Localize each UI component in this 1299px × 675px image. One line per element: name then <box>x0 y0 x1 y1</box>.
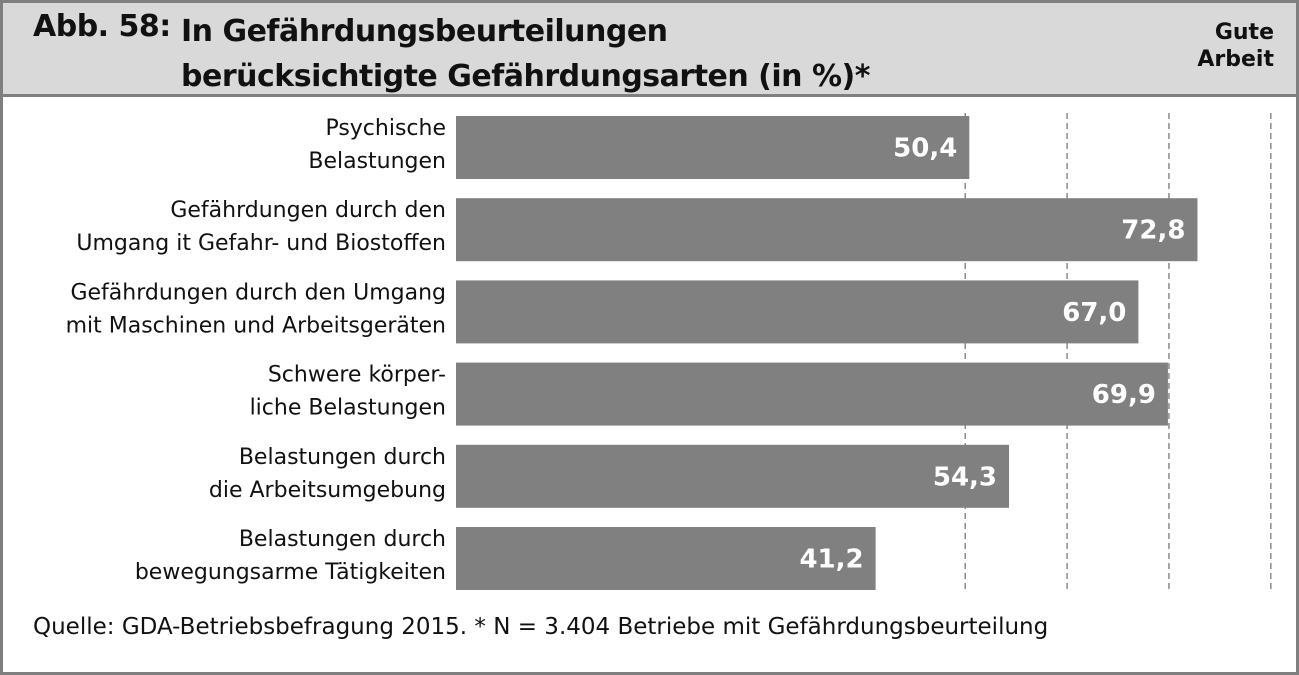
category-label-3-0: Schwere körper- <box>268 363 446 388</box>
bar-2 <box>456 280 1139 344</box>
value-label-3: 69,9 <box>1092 380 1156 410</box>
figure-header: Abb. 58: In Gefährdungsbeurteilungen ber… <box>3 3 1296 97</box>
category-label-4-1: die Arbeitsumgebung <box>209 478 446 503</box>
category-label-3-1: liche Belastungen <box>250 396 446 421</box>
category-label-1-1: Umgang it Gefahr- und Biostoffen <box>76 231 446 256</box>
brand-label: Gute Arbeit <box>1197 19 1274 73</box>
value-label-1: 72,8 <box>1121 216 1185 246</box>
bar-3 <box>456 362 1168 426</box>
category-label-0-0: Psychische <box>325 116 446 141</box>
bar-1 <box>456 198 1198 262</box>
bar-5 <box>456 527 876 590</box>
category-label-2-0: Gefährdungen durch den Umgang <box>70 280 446 305</box>
category-label-5-0: Belastungen durch <box>239 527 446 552</box>
source-note: Quelle: GDA-Betriebsbefragung 2015. * N … <box>33 614 1049 640</box>
value-label-2: 67,0 <box>1062 298 1126 328</box>
figure-label: Abb. 58: <box>33 9 171 44</box>
bar-4 <box>456 444 1010 508</box>
value-label-4: 54,3 <box>933 462 997 492</box>
category-label-5-1: bewegungsarme Tätigkeiten <box>135 560 446 585</box>
category-label-4-0: Belastungen durch <box>239 445 446 470</box>
brand-line-1: Gute <box>1214 20 1274 45</box>
brand-line-2: Arbeit <box>1197 47 1274 72</box>
category-label-0-1: Belastungen <box>308 149 446 174</box>
figure-title-line-2: berücksichtigte Gefährdungsarten (in %)* <box>181 59 870 94</box>
value-label-5: 41,2 <box>799 545 863 575</box>
category-label-1-0: Gefährdungen durch den <box>170 198 446 223</box>
figure-title: In Gefährdungsbeurteilungen berücksichti… <box>181 9 870 99</box>
value-label-0: 50,4 <box>893 134 957 164</box>
bar-0 <box>456 116 970 179</box>
figure-title-line-1: In Gefährdungsbeurteilungen <box>181 14 668 49</box>
category-label-2-1: mit Maschinen und Arbeitsgeräten <box>66 313 446 338</box>
